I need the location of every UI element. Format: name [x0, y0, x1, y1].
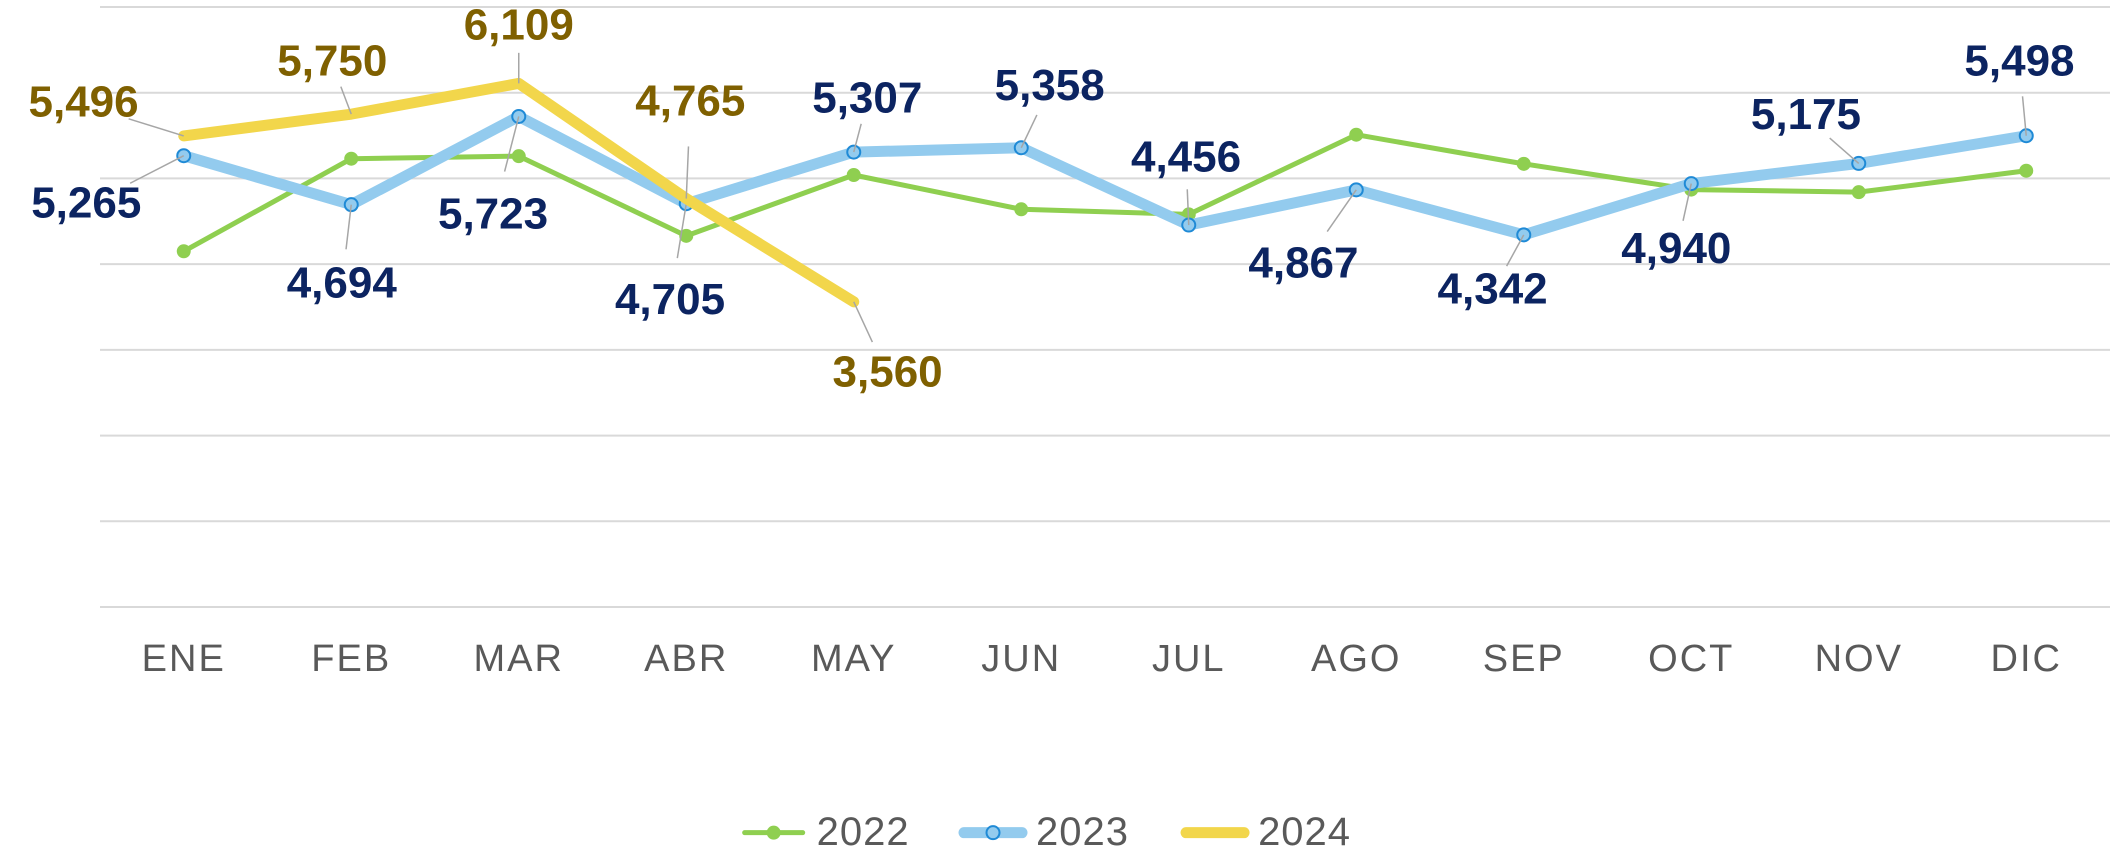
leader-line: [685, 146, 690, 199]
leader-line: [1829, 137, 1860, 164]
leader-line: [345, 204, 352, 250]
marker: [1851, 185, 1866, 200]
marker: [176, 244, 191, 259]
leader-line: [1186, 189, 1190, 226]
data-label: 6,109: [464, 0, 574, 49]
leader-line: [853, 301, 874, 343]
data-label: 4,342: [1438, 264, 1548, 313]
marker: [511, 149, 526, 164]
leader-line: [2021, 96, 2027, 136]
legend-label: 2024: [1258, 810, 1351, 851]
legend-label: 2023: [1036, 810, 1129, 851]
leader-line: [340, 86, 352, 115]
marker: [2019, 163, 2034, 178]
marker: [1349, 127, 1364, 142]
leader-line: [1505, 234, 1525, 267]
leader-line: [1020, 114, 1038, 149]
data-label: 5,496: [29, 77, 139, 126]
x-tick-label: FEB: [311, 638, 391, 680]
data-label: 5,307: [812, 73, 922, 122]
leader-line: [129, 155, 185, 184]
series-line: [178, 110, 2032, 241]
data-label: 3,560: [833, 348, 943, 397]
x-tick-label: MAR: [474, 638, 564, 680]
data-label: 5,175: [1751, 90, 1861, 139]
data-label: 4,765: [635, 76, 745, 125]
data-label: 5,358: [995, 61, 1105, 110]
leader-line: [128, 118, 184, 137]
x-tick-label: JUN: [981, 638, 1061, 680]
data-label: 5,265: [31, 178, 141, 227]
leader-line: [853, 123, 862, 153]
marker: [846, 168, 861, 182]
x-tick-label: DIC: [1991, 638, 2062, 680]
x-tick-label: OCT: [1648, 638, 1734, 680]
x-tick-label: MAY: [811, 638, 897, 680]
marker: [1516, 156, 1531, 171]
leader-line: [503, 116, 520, 172]
legend-marker: [766, 825, 781, 840]
leader-line: [1326, 189, 1357, 232]
x-tick-label: NOV: [1815, 638, 1903, 680]
leader-line: [676, 203, 687, 259]
leader-line: [1682, 183, 1692, 221]
x-tick-label: AGO: [1311, 638, 1401, 680]
series-line: [181, 132, 2029, 254]
data-label: 4,705: [615, 275, 725, 324]
marker: [344, 151, 359, 166]
x-tick-label: ABR: [644, 638, 728, 680]
data-label: 5,723: [438, 189, 548, 238]
data-label: 4,694: [287, 259, 398, 308]
x-tick-label: JUL: [1152, 638, 1226, 680]
x-tick-label: SEP: [1483, 638, 1565, 680]
data-label: 5,498: [1964, 37, 2074, 86]
legend-marker: [985, 825, 1001, 841]
data-label: 4,456: [1131, 133, 1241, 182]
x-tick-label: ENE: [142, 638, 226, 680]
data-label: 4,940: [1621, 224, 1731, 273]
data-label: 5,750: [277, 37, 387, 86]
legend-label: 2022: [817, 810, 910, 851]
data-label: 4,867: [1248, 238, 1358, 287]
marker: [1014, 202, 1029, 217]
